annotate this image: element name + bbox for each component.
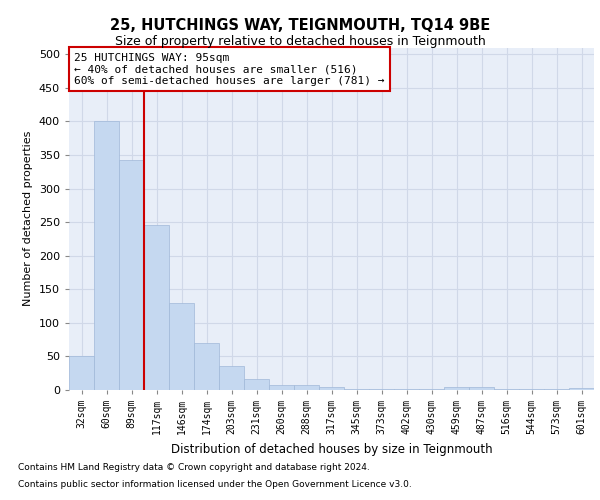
Y-axis label: Number of detached properties: Number of detached properties (23, 131, 33, 306)
Bar (494, 388, 519, 390)
Bar (169, 302, 194, 390)
Bar (344, 388, 369, 390)
Bar (94, 120, 119, 390)
Bar (569, 388, 594, 390)
Text: Contains HM Land Registry data © Crown copyright and database right 2024.: Contains HM Land Registry data © Crown c… (18, 462, 370, 471)
Bar (444, 386, 469, 390)
Bar (269, 386, 294, 390)
Bar (219, 366, 244, 390)
Bar (119, 160, 144, 390)
Bar (319, 388, 344, 390)
Text: Size of property relative to detached houses in Teignmouth: Size of property relative to detached ho… (115, 35, 485, 48)
Text: Contains public sector information licensed under the Open Government Licence v3: Contains public sector information licen… (18, 480, 412, 489)
Text: 25, HUTCHINGS WAY, TEIGNMOUTH, TQ14 9BE: 25, HUTCHINGS WAY, TEIGNMOUTH, TQ14 9BE (110, 18, 490, 32)
Text: 25 HUTCHINGS WAY: 95sqm
← 40% of detached houses are smaller (516)
60% of semi-d: 25 HUTCHINGS WAY: 95sqm ← 40% of detache… (74, 52, 385, 86)
Bar (244, 380, 269, 390)
X-axis label: Distribution of detached houses by size in Teignmouth: Distribution of detached houses by size … (170, 442, 493, 456)
Bar (144, 225, 169, 390)
Bar (469, 388, 494, 390)
Bar (69, 356, 94, 390)
Bar (194, 343, 219, 390)
Bar (294, 386, 319, 390)
